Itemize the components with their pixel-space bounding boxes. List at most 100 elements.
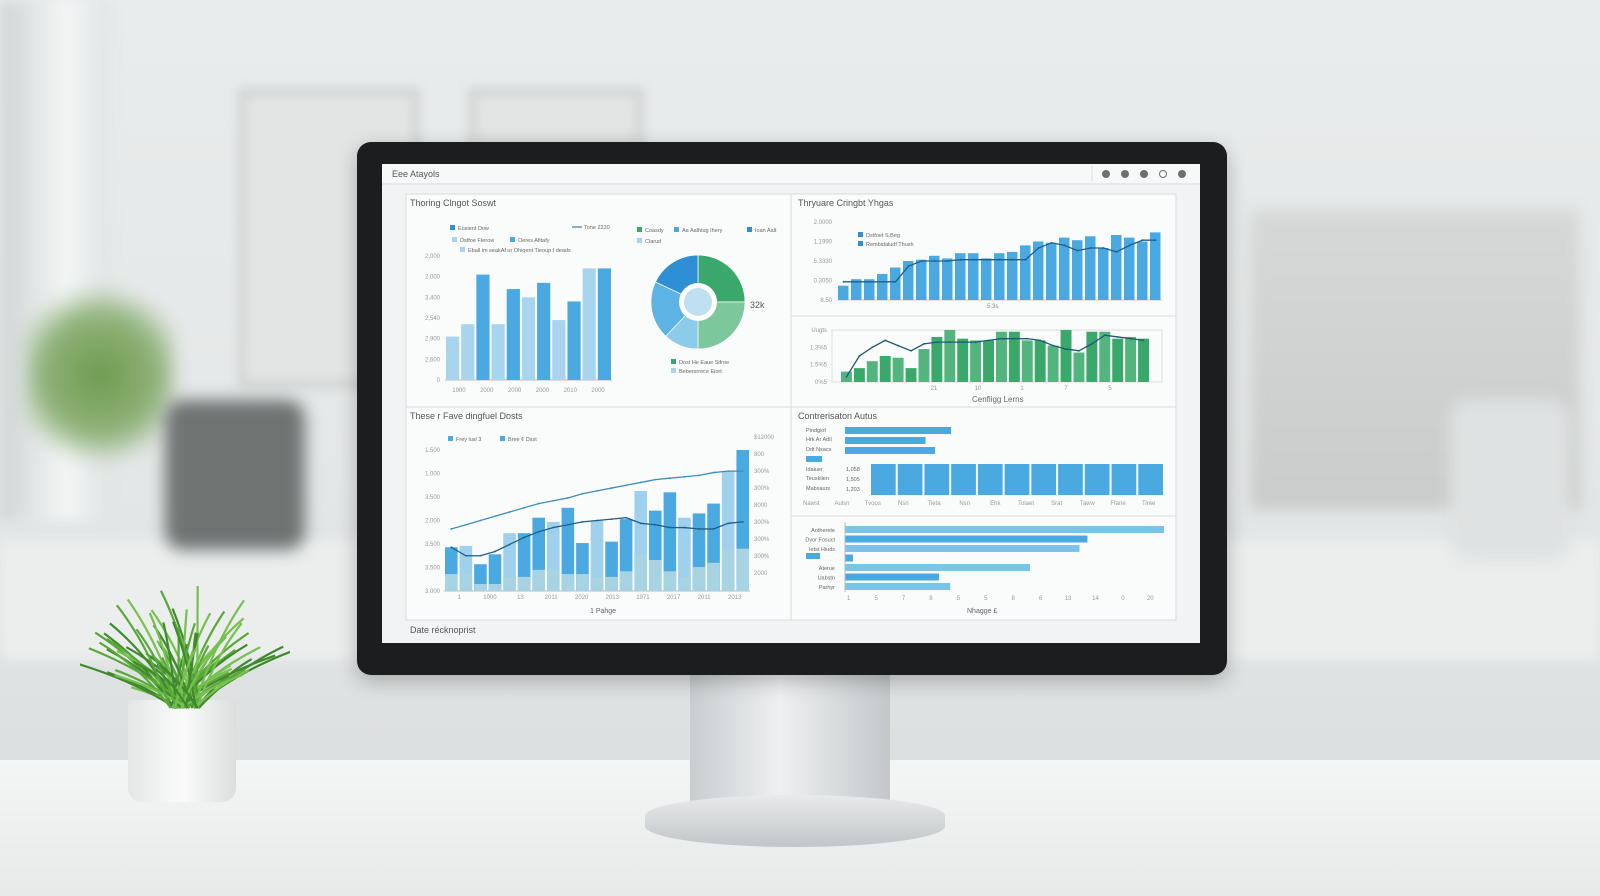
bar xyxy=(461,324,474,380)
legend-swatch xyxy=(460,247,465,252)
y-tick-label: 2,900 xyxy=(425,337,441,343)
bar-segment xyxy=(605,577,618,591)
legend-swatch xyxy=(858,232,863,237)
legend-swatch xyxy=(510,237,515,242)
legend-label: Clarud xyxy=(645,239,661,245)
line-point xyxy=(538,503,540,505)
x-tick-label: 10 xyxy=(975,386,982,392)
bar xyxy=(944,330,955,382)
line-point xyxy=(908,265,910,267)
bar xyxy=(877,274,888,300)
bar xyxy=(931,337,942,382)
bar xyxy=(942,258,953,300)
y-tick-label-right: $12000 xyxy=(754,435,775,441)
bar-segment xyxy=(489,584,502,591)
line-point xyxy=(480,520,482,522)
line-point xyxy=(1026,338,1028,340)
x-tick-label: 13 xyxy=(517,595,524,601)
legend-swatch xyxy=(806,553,820,559)
footer-label: Date récknoprist xyxy=(410,625,476,635)
bar-segment xyxy=(634,554,647,591)
horizontal-bar xyxy=(845,583,950,590)
bar xyxy=(598,268,611,380)
bar xyxy=(1020,245,1031,300)
line-point xyxy=(552,500,554,502)
line-point xyxy=(895,281,897,283)
panel-title: Contrerisaton Autus xyxy=(798,411,878,421)
bar-segment xyxy=(518,577,531,591)
bar xyxy=(1022,340,1033,382)
bar xyxy=(880,356,891,382)
y-tick-label: 3,400 xyxy=(425,295,441,301)
y-tick-label: 1.500 xyxy=(425,448,441,454)
line-point xyxy=(684,476,686,478)
x-tick-label: 2013 xyxy=(728,595,742,601)
legend-label: Frey lusl 3 xyxy=(456,437,481,443)
row-value: 1,203 xyxy=(846,487,860,493)
bar xyxy=(1086,332,1097,382)
bar xyxy=(492,324,505,380)
bar xyxy=(867,361,878,382)
bar xyxy=(1074,353,1085,382)
line-point xyxy=(882,281,884,283)
pie-center xyxy=(684,288,712,316)
horizontal-bar xyxy=(845,574,939,581)
y-tick-label-right: 800 xyxy=(754,452,765,458)
horizontal-bar xyxy=(845,427,951,434)
y-tick-label: 3.500 xyxy=(425,566,441,572)
line-point xyxy=(625,517,627,519)
horizontal-bar xyxy=(845,564,1030,571)
y-tick-label: 0.3050 xyxy=(814,279,833,285)
line-point xyxy=(858,355,860,357)
line-point xyxy=(1065,348,1067,350)
line-point xyxy=(582,493,584,495)
background-plant xyxy=(25,270,175,480)
x-tick-label: 2017 xyxy=(667,595,681,601)
x-tick-label: 2000 xyxy=(480,388,494,394)
legend-label: Rembidaludf Thush xyxy=(866,242,914,248)
line-point xyxy=(1001,338,1003,340)
y-tick-label: 8.50 xyxy=(820,298,832,304)
bar xyxy=(583,268,596,380)
legend-label: Eusient Dow xyxy=(458,226,489,232)
line-point xyxy=(884,340,886,342)
bar xyxy=(1085,236,1096,300)
line-point xyxy=(698,528,700,530)
app-title: Eee Atayols xyxy=(392,169,440,179)
x-axis-label: Cenfligg Lerns xyxy=(972,395,1024,404)
bar-segment xyxy=(532,570,545,591)
legend-label: Ioan Aalt xyxy=(755,228,777,234)
legend-swatch xyxy=(637,238,642,243)
x-tick-label: Nawst xyxy=(803,501,820,507)
line-point xyxy=(494,551,496,553)
y-tick-label: 3.000 xyxy=(425,589,441,595)
line-point xyxy=(669,527,671,529)
line-point xyxy=(698,474,700,476)
legend-swatch xyxy=(671,359,676,364)
bar-segment xyxy=(460,574,473,591)
bar-segment xyxy=(445,574,458,591)
line-point xyxy=(480,555,482,557)
line-point xyxy=(949,341,951,343)
user-icon xyxy=(1179,171,1186,178)
line-point xyxy=(640,522,642,524)
bar xyxy=(1125,337,1136,382)
line-point xyxy=(869,281,871,283)
row-label: Uabstn xyxy=(818,576,835,582)
panel-title: Thryuare Cringbt Yhgas xyxy=(798,198,894,208)
bar-segment xyxy=(707,563,720,591)
bar xyxy=(1137,242,1148,301)
line-point xyxy=(596,520,598,522)
bar xyxy=(1099,332,1110,382)
horizontal-bar xyxy=(845,526,1164,533)
y-tick-label: 2,000 xyxy=(425,254,441,260)
bar-segment xyxy=(649,560,662,591)
line-point xyxy=(1103,247,1105,249)
line-point xyxy=(1116,251,1118,253)
line-point xyxy=(727,470,729,472)
horizontal-bar xyxy=(845,447,935,454)
legend-swatch xyxy=(747,227,752,232)
line-point xyxy=(713,528,715,530)
desk-plant xyxy=(80,560,290,710)
line-point xyxy=(1130,338,1132,340)
